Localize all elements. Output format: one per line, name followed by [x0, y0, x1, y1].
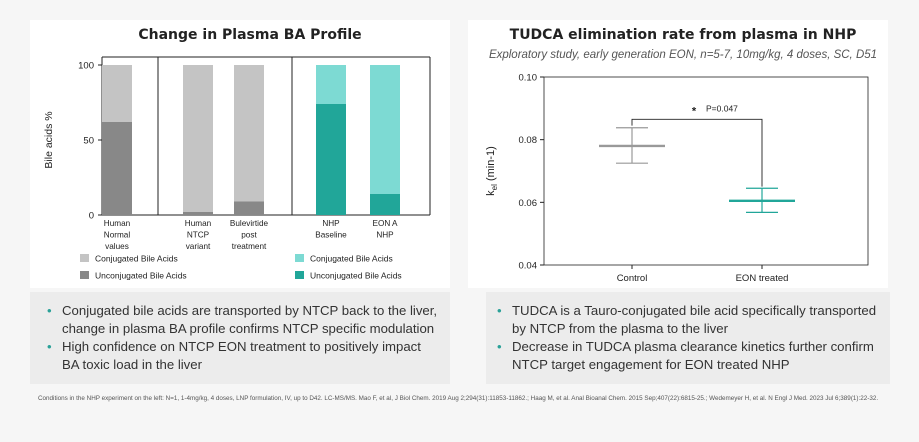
- bar-segment: [370, 65, 400, 194]
- legend-swatch: [295, 271, 304, 279]
- x-tick-label: Control: [617, 273, 648, 284]
- legend-label: Unconjugated Bile Acids: [310, 271, 402, 281]
- bar-segment: [102, 65, 132, 122]
- right-chart-panel: [468, 20, 888, 288]
- x-tick-label: Bulevirtide: [230, 219, 269, 228]
- y-axis-label-main: k: [485, 190, 497, 196]
- legend-swatch: [80, 271, 89, 279]
- significance-bracket: [631, 118, 763, 187]
- right-bullet-box: TUDCA is a Tauro-conjugated bile acid sp…: [486, 292, 890, 384]
- right-bullet-item: TUDCA is a Tauro-conjugated bile acid sp…: [490, 302, 880, 338]
- bar-segment: [183, 65, 213, 212]
- y-axis-label: Bile acids %: [43, 111, 55, 168]
- right-chart-subtitle: Exploratory study, early generation EON,…: [488, 49, 878, 61]
- x-tick-label: NHP: [376, 231, 394, 240]
- scatter-chart: 0.04 0.06 0.08 0.10 Control EON treated kel (m…: [485, 73, 869, 284]
- right-chart-title: TUDCA elimination rate from plasma in NH…: [509, 27, 857, 43]
- bar-segment: [316, 65, 346, 104]
- x-tick-label: Normal: [104, 231, 131, 240]
- left-chart-title: Change in Plasma BA Profile: [138, 27, 362, 43]
- bar-chart: 0 50 100 Bile acids % Human Normal values Human…: [43, 56, 431, 281]
- legend-label: Conjugated Bile Acids: [95, 254, 178, 264]
- x-tick-label: Baseline: [315, 231, 347, 240]
- x-tick-label: values: [105, 242, 129, 251]
- x-tick-label: NTCP: [187, 231, 210, 240]
- y-axis-label-sub: el: [490, 184, 499, 190]
- significance-star: *: [692, 105, 697, 117]
- x-tick-label: EON treated: [736, 273, 789, 284]
- legend-label: Unconjugated Bile Acids: [95, 271, 187, 281]
- bar-segment: [102, 122, 132, 215]
- left-bullet-box: Conjugated bile acids are transported by…: [30, 292, 450, 384]
- p-value-label: P=0.047: [706, 103, 738, 113]
- x-tick-label: Human: [104, 219, 131, 228]
- legend-swatch: [295, 254, 304, 262]
- left-bullet-list: Conjugated bile acids are transported by…: [40, 302, 440, 374]
- x-tick-label: post: [241, 231, 257, 240]
- y-tick-label: 0.06: [519, 198, 538, 209]
- bar-segment: [316, 104, 346, 215]
- plot-frame: [543, 76, 869, 266]
- left-bullet-item: Conjugated bile acids are transported by…: [40, 302, 440, 338]
- y-axis-label-unit: (min-1): [485, 146, 497, 184]
- y-tick-label: 0.04: [519, 261, 538, 272]
- right-bullet-list: TUDCA is a Tauro-conjugated bile acid sp…: [490, 302, 880, 374]
- left-bullet-item: High confidence on NTCP EON treatment to…: [40, 338, 440, 374]
- x-tick-label: NHP: [322, 219, 340, 228]
- x-tick-label: variant: [186, 242, 211, 251]
- y-axis-label: kel (min-1): [485, 146, 499, 196]
- y-tick-label: 0.08: [519, 135, 538, 146]
- y-tick-label: 0.10: [519, 73, 538, 84]
- bar-segment: [183, 212, 213, 215]
- bar-segment: [370, 194, 400, 215]
- y-tick-label: 50: [83, 136, 94, 147]
- y-tick-label: 100: [78, 61, 94, 72]
- footnote: Conditions in the NHP experiment on the …: [38, 395, 879, 402]
- right-bullet-item: Decrease in TUDCA plasma clearance kinet…: [490, 338, 880, 374]
- legend-label: Conjugated Bile Acids: [310, 254, 393, 264]
- bar-segment: [234, 65, 264, 202]
- y-tick-label: 0: [89, 211, 94, 222]
- x-tick-label: Human: [185, 219, 212, 228]
- x-tick-label: treatment: [232, 242, 267, 251]
- legend-swatch: [80, 254, 89, 262]
- x-tick-label: EON A: [372, 219, 398, 228]
- bar-segment: [234, 201, 264, 215]
